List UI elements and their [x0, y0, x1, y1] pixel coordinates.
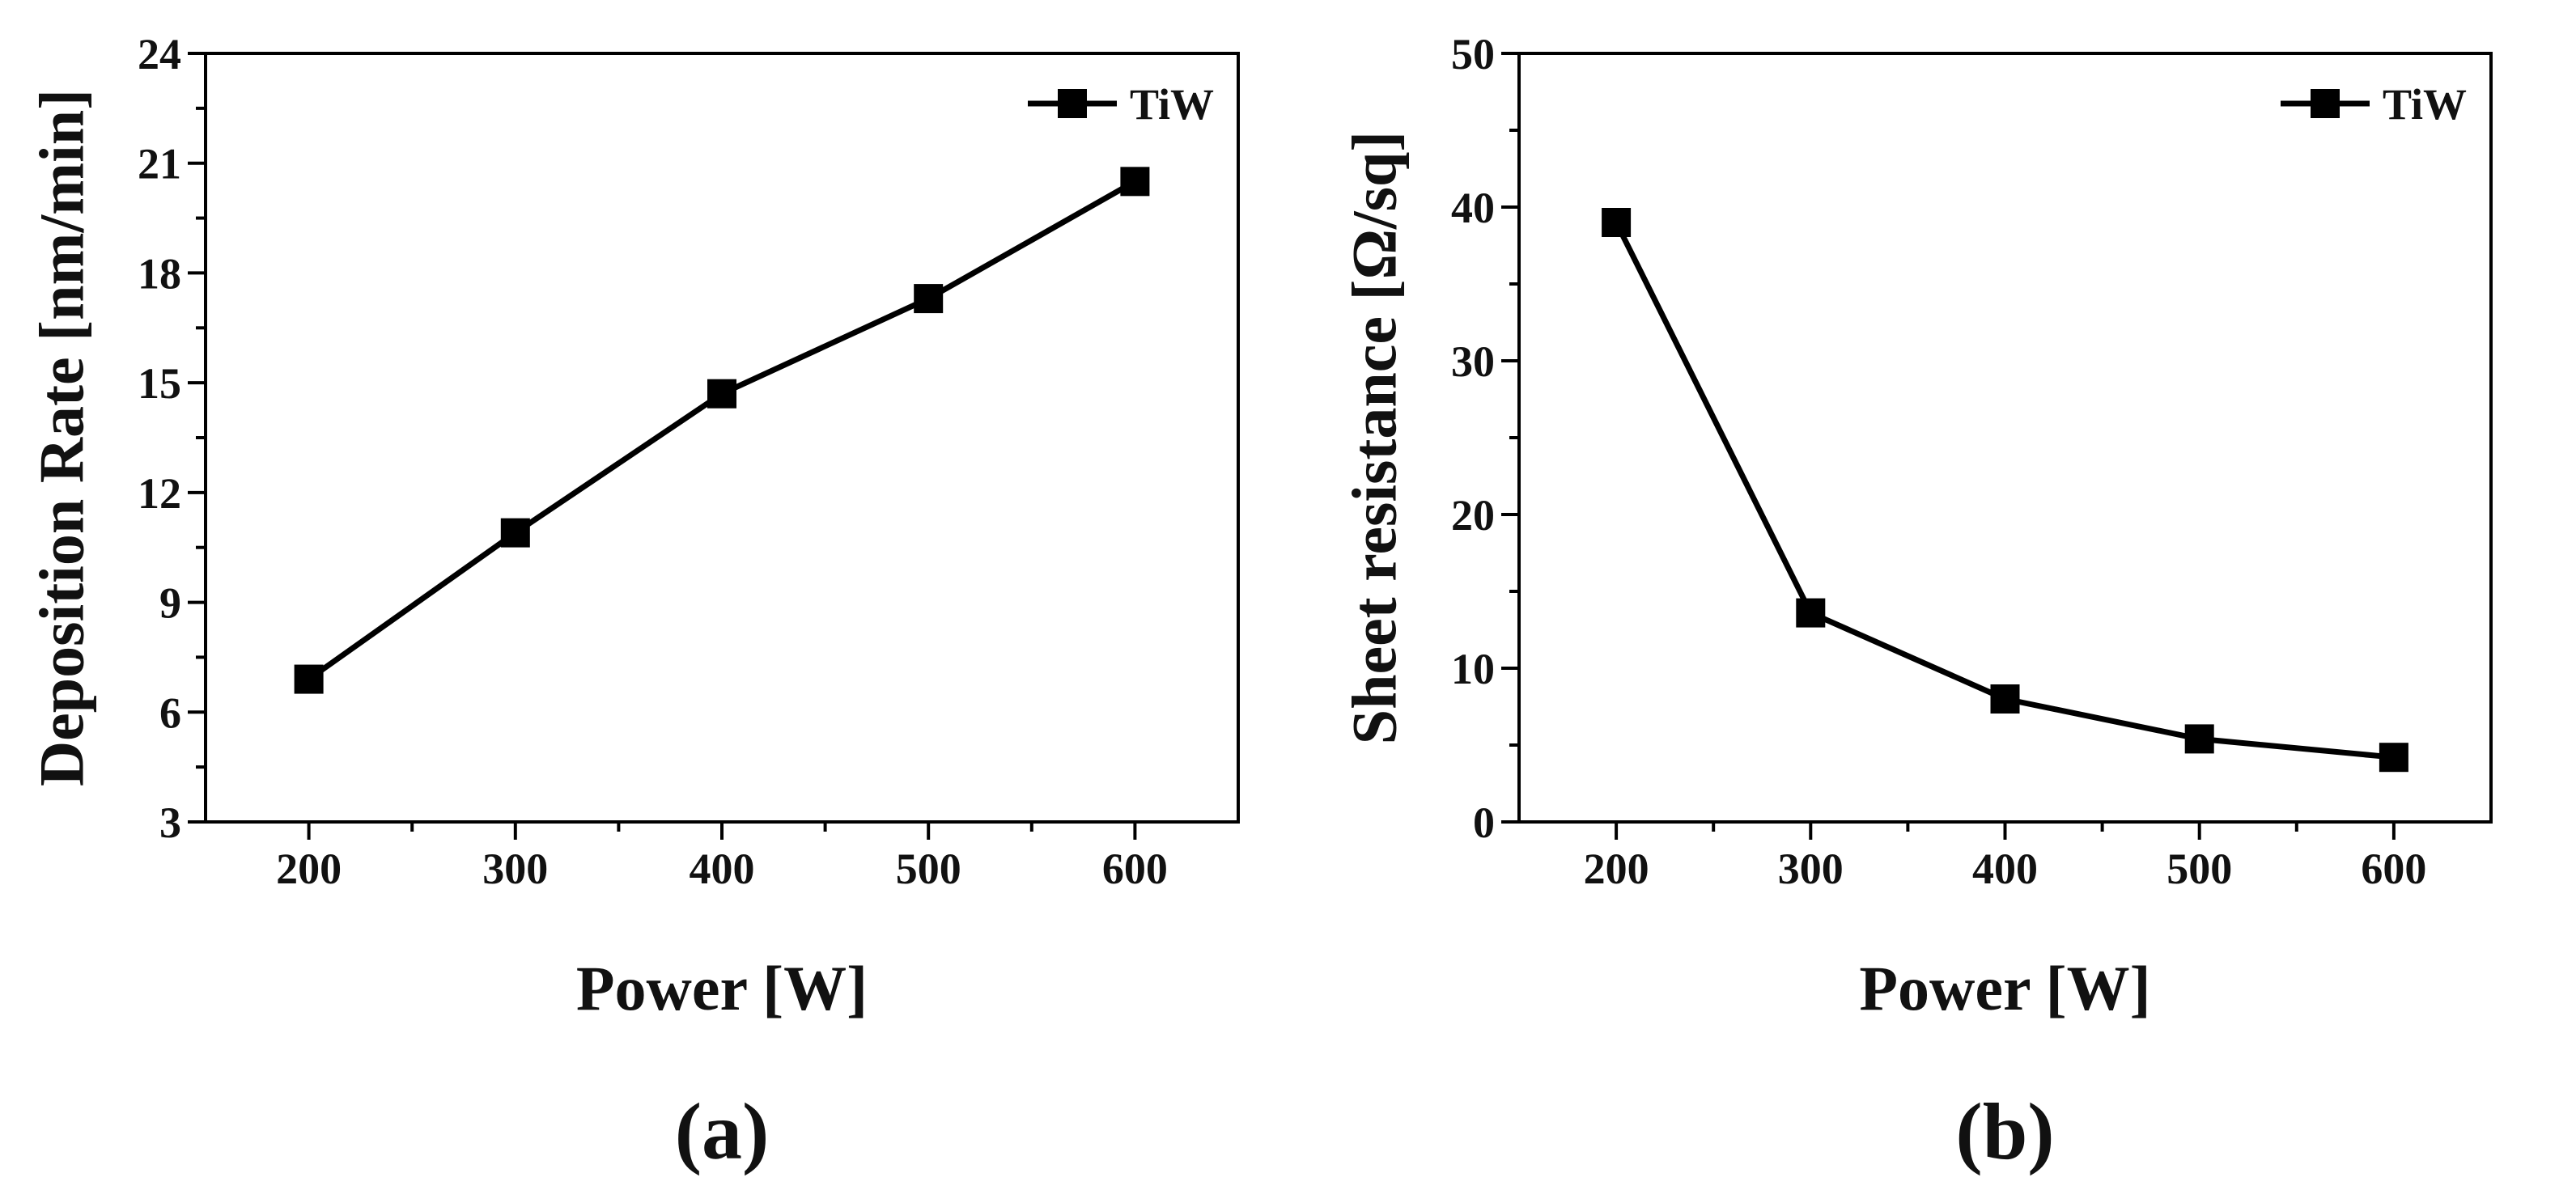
data-point [1990, 684, 2020, 714]
series-line [307, 179, 1137, 682]
x-tick-label: 200 [276, 845, 342, 893]
data-point [1602, 208, 1632, 237]
y-tick-label: 50 [1451, 30, 1495, 78]
panel-b: 200 300 400 500 600 0 10 20 30 40 50 Power [W] Sheet… [1339, 30, 2493, 1176]
y-tick-label: 12 [138, 469, 181, 518]
data-point [1796, 598, 1826, 628]
data-point [500, 518, 530, 548]
legend-label: TiW [1130, 80, 1214, 129]
x-tick-label: 300 [1778, 845, 1844, 893]
legend-label: TiW [2383, 80, 2467, 129]
y-tick-label: 20 [1451, 491, 1495, 540]
panel-label: (a) [675, 1086, 770, 1176]
y-tick-label: 21 [138, 140, 181, 188]
y-tick-label: 18 [138, 249, 181, 298]
y-tick-label: 24 [138, 30, 181, 78]
panel-a: 200 300 400 500 600 3 6 9 12 15 18 21 24 Power [W] Dep… [27, 30, 1240, 1176]
legend-marker [1058, 89, 1087, 118]
data-point [2184, 724, 2214, 754]
data-point [914, 284, 944, 314]
y-tick-label: 15 [138, 359, 181, 408]
x-tick-label: 600 [1102, 845, 1168, 893]
data-point [1120, 167, 1150, 197]
series-line [1613, 221, 2395, 760]
y-axis-label: Sheet resistance [Ω/sq] [1339, 131, 1410, 745]
y-axis-label: Deposition Rate [nm/min] [27, 89, 97, 786]
data-point [294, 664, 324, 694]
x-axis-label: Power [W] [576, 953, 868, 1023]
x-tick-label: 600 [2361, 845, 2426, 893]
x-tick-label: 500 [896, 845, 961, 893]
y-tick-label: 0 [1473, 798, 1495, 847]
y-tick-label: 40 [1451, 184, 1495, 232]
y-tick-label: 3 [159, 798, 181, 847]
panel-label: (b) [1955, 1086, 2054, 1176]
y-tick-label: 10 [1451, 645, 1495, 693]
data-point [2379, 743, 2408, 773]
x-tick-label: 400 [690, 845, 755, 893]
x-tick-label: 500 [2166, 845, 2232, 893]
data-point [707, 379, 736, 409]
y-tick-label: 6 [159, 688, 181, 737]
x-tick-label: 400 [1972, 845, 2038, 893]
x-axis-label: Power [W] [1859, 953, 2150, 1023]
x-tick-label: 300 [482, 845, 548, 893]
plot-frame [204, 52, 1240, 824]
y-tick-label: 30 [1451, 337, 1495, 386]
legend-marker [2311, 89, 2340, 118]
y-tick-label: 9 [159, 579, 181, 628]
x-tick-label: 200 [1584, 845, 1649, 893]
